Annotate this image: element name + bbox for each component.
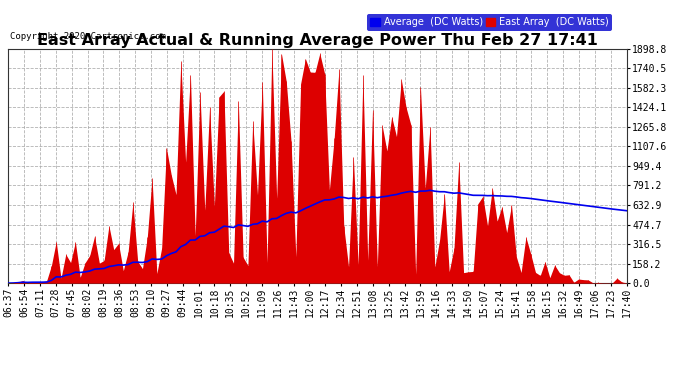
Legend: Average  (DC Watts), East Array  (DC Watts): Average (DC Watts), East Array (DC Watts… (366, 14, 613, 31)
Text: Copyright 2020 Cartronics.com: Copyright 2020 Cartronics.com (10, 32, 166, 41)
Title: East Array Actual & Running Average Power Thu Feb 27 17:41: East Array Actual & Running Average Powe… (37, 33, 598, 48)
